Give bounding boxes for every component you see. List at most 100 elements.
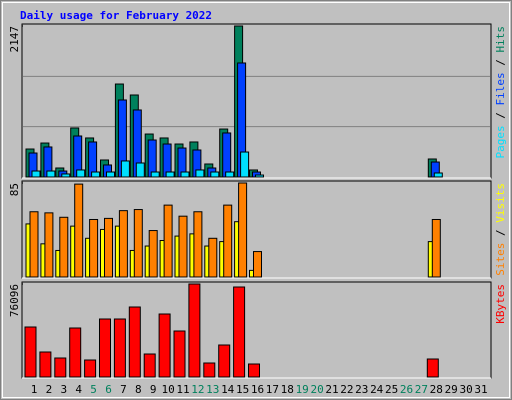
x-tick-label: 13 — [206, 383, 219, 396]
bar — [150, 171, 160, 178]
bar — [59, 216, 69, 278]
x-tick-label: 14 — [221, 383, 235, 396]
x-tick-label: 7 — [120, 383, 127, 396]
x-tick-label: 11 — [176, 383, 189, 396]
bar — [233, 286, 246, 378]
bar — [238, 182, 248, 278]
bar — [223, 204, 233, 278]
bar — [255, 174, 264, 178]
bar — [29, 211, 39, 278]
x-tick-label: 18 — [281, 383, 294, 396]
bar — [188, 283, 201, 378]
bar — [118, 210, 128, 278]
y-tick-label: 2147 — [8, 26, 21, 53]
bar — [210, 171, 220, 178]
bar — [240, 151, 250, 178]
x-tick-label: 28 — [430, 383, 443, 396]
x-tick-label: 24 — [370, 383, 384, 396]
x-tick-label: 3 — [60, 383, 67, 396]
bar — [113, 318, 126, 378]
bar — [248, 363, 260, 378]
legend: Sites / Visits — [494, 183, 507, 276]
bar — [89, 218, 99, 278]
bar — [46, 170, 56, 178]
x-tick-label: 25 — [385, 383, 398, 396]
bar — [165, 171, 175, 178]
x-tick-label: 4 — [75, 383, 82, 396]
bar — [84, 359, 97, 378]
x-tick-label: 15 — [236, 383, 249, 396]
bar — [44, 212, 54, 278]
x-tick-label: 23 — [355, 383, 368, 396]
bar — [195, 169, 205, 178]
bar — [133, 209, 143, 278]
bar — [69, 327, 82, 378]
chart-title: Daily usage for February 2022 — [20, 9, 212, 22]
x-tick-label: 9 — [150, 383, 157, 396]
bar — [106, 171, 115, 178]
y-tick-label: 85 — [8, 183, 21, 196]
bar — [74, 183, 84, 278]
bar — [148, 230, 158, 278]
bar — [253, 251, 262, 278]
bar — [128, 306, 141, 378]
bar — [99, 318, 111, 378]
legend: Pages / Files / Hits — [494, 26, 507, 159]
bar — [135, 162, 145, 178]
legend: KBytes — [494, 284, 507, 324]
x-tick-label: 16 — [251, 383, 264, 396]
bar — [433, 172, 443, 178]
bar — [193, 211, 203, 278]
bar — [208, 237, 218, 278]
x-tick-label: 12 — [191, 383, 204, 396]
y-tick-label: 76096 — [8, 284, 21, 317]
bar — [222, 132, 232, 178]
bar — [104, 217, 113, 278]
bar — [91, 171, 101, 178]
x-tick-label: 26 — [400, 383, 413, 396]
x-tick-label: 22 — [340, 383, 353, 396]
panel — [21, 23, 492, 179]
legend-entry: KBytes — [494, 284, 507, 324]
bar — [203, 362, 216, 378]
legend-entry: Pages — [494, 125, 507, 158]
x-tick-label: 29 — [445, 383, 458, 396]
legend-separator: / — [494, 106, 507, 126]
legend-separator: / — [494, 53, 507, 73]
x-tick-label: 31 — [474, 383, 487, 396]
x-tick-label: 27 — [415, 383, 428, 396]
bar — [173, 330, 186, 378]
bar — [31, 170, 41, 178]
bar — [218, 344, 231, 378]
bar — [147, 139, 157, 178]
bar — [120, 160, 130, 178]
legend-separator: / — [494, 223, 507, 243]
bar — [61, 173, 71, 178]
legend-entry: Hits — [494, 26, 507, 53]
bar — [426, 358, 439, 378]
legend-entry: Visits — [494, 183, 507, 223]
bar — [163, 204, 173, 278]
x-tick-label: 10 — [161, 383, 174, 396]
bar — [39, 351, 52, 378]
bar — [158, 313, 171, 378]
bar — [54, 357, 67, 378]
x-tick-label: 19 — [296, 383, 309, 396]
x-tick-label: 5 — [90, 383, 97, 396]
legend-entry: Sites — [494, 243, 507, 276]
bar — [143, 353, 156, 378]
x-tick-label: 30 — [459, 383, 472, 396]
legend-entry: Files — [494, 72, 507, 105]
x-tick-label: 20 — [310, 383, 323, 396]
bar — [178, 215, 188, 278]
bar — [180, 171, 190, 178]
x-tick-label: 2 — [46, 383, 53, 396]
x-tick-label: 1 — [31, 383, 38, 396]
x-tick-label: 6 — [105, 383, 112, 396]
x-tick-label: 21 — [325, 383, 338, 396]
bar — [24, 326, 37, 378]
bar — [76, 169, 86, 178]
bar — [225, 171, 235, 178]
